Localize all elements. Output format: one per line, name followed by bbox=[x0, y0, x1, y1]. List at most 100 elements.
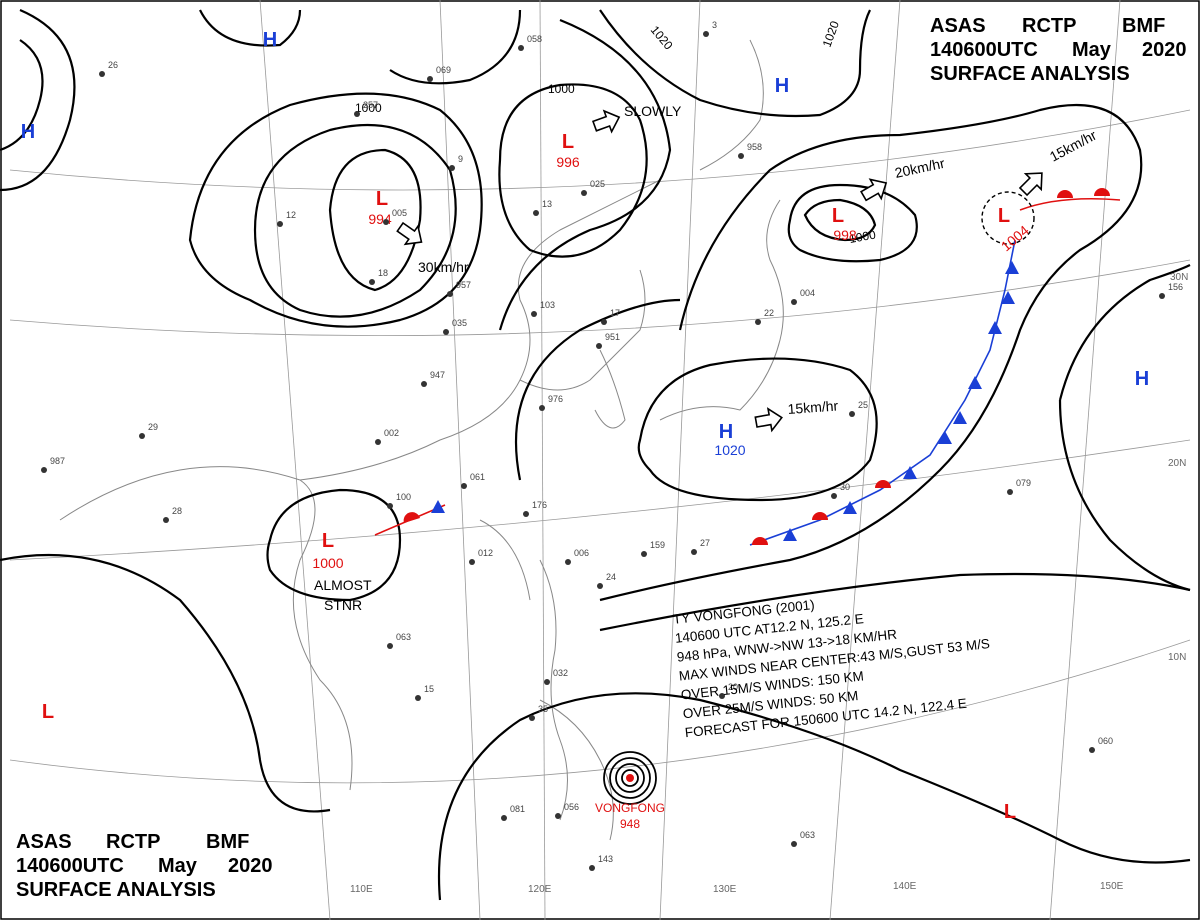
header-source: BMF bbox=[206, 831, 250, 853]
station-value: 006 bbox=[574, 548, 589, 558]
station-marker bbox=[596, 343, 602, 349]
isobar-line bbox=[599, 572, 1191, 632]
motion-label: SLOWLY bbox=[624, 103, 682, 119]
station-marker bbox=[791, 841, 797, 847]
latitude-line bbox=[9, 439, 1191, 561]
station-marker bbox=[41, 467, 47, 473]
station-marker bbox=[387, 503, 393, 509]
station-value: 063 bbox=[396, 632, 411, 642]
station-marker bbox=[703, 31, 709, 37]
longitude-line bbox=[659, 0, 701, 920]
station-marker bbox=[1089, 747, 1095, 753]
station-marker bbox=[449, 165, 455, 171]
station-marker bbox=[755, 319, 761, 325]
typhoon-isobar-ring bbox=[621, 769, 639, 787]
station-value: 951 bbox=[605, 332, 620, 342]
latitude-line bbox=[9, 259, 1191, 337]
warm-front-semicircle bbox=[752, 537, 768, 545]
header-time: 140600UTC bbox=[930, 39, 1038, 61]
high-pressure-center: H bbox=[1135, 368, 1149, 390]
station-value: 159 bbox=[650, 540, 665, 550]
isobar-line bbox=[1058, 399, 1191, 592]
header-month: May bbox=[1072, 39, 1111, 61]
longitude-label: 140E bbox=[893, 881, 917, 892]
low-pressure-center: L bbox=[832, 205, 844, 227]
stationary-note: STNR bbox=[324, 597, 362, 613]
isobar-line bbox=[787, 183, 918, 263]
central-pressure-value: 994 bbox=[368, 211, 392, 227]
coastline bbox=[659, 199, 784, 421]
station-marker bbox=[533, 210, 539, 216]
station-value: 13 bbox=[542, 199, 552, 209]
station-value: 005 bbox=[392, 208, 407, 218]
station-marker bbox=[469, 559, 475, 565]
low-pressure-center: L bbox=[998, 205, 1010, 227]
cold-front-triangle bbox=[783, 528, 797, 541]
isobar-line bbox=[328, 148, 422, 292]
warm-front-semicircle bbox=[1094, 188, 1110, 196]
header-agency: ASAS bbox=[16, 831, 72, 853]
station-value: 9 bbox=[458, 154, 463, 164]
typhoon-isobar-ring bbox=[615, 763, 645, 793]
warm-front-semicircle bbox=[1057, 190, 1073, 198]
header-station: RCTP bbox=[1022, 15, 1077, 37]
isobar-line bbox=[266, 488, 402, 602]
station-marker bbox=[691, 549, 697, 555]
low-pressure-center: L bbox=[1004, 801, 1016, 823]
low-pressure-center: L bbox=[562, 131, 574, 153]
isobar-label: 1020 bbox=[820, 19, 842, 49]
header-time: 140600UTC bbox=[16, 855, 124, 877]
station-value: 28 bbox=[172, 506, 182, 516]
station-marker bbox=[443, 329, 449, 335]
cold-front-triangle bbox=[988, 321, 1002, 334]
coastline bbox=[299, 179, 661, 481]
central-pressure-value: 1020 bbox=[714, 442, 745, 458]
motion-label: 20km/hr bbox=[893, 155, 946, 181]
cold-front-triangle bbox=[968, 376, 982, 389]
station-marker bbox=[99, 71, 105, 77]
isobar-line bbox=[637, 357, 878, 502]
isobar-line bbox=[599, 103, 1143, 602]
latitude-line bbox=[9, 639, 1191, 784]
station-value: 004 bbox=[800, 288, 815, 298]
header-agency: ASAS bbox=[930, 15, 986, 37]
header-month: May bbox=[158, 855, 197, 877]
longitude-label: 150E bbox=[1100, 881, 1124, 892]
station-value: 25 bbox=[858, 400, 868, 410]
motion-arrow bbox=[591, 109, 621, 134]
station-value: 35 bbox=[538, 704, 548, 714]
warm-front-semicircle bbox=[403, 512, 420, 523]
isobar-label: 1000 bbox=[355, 101, 382, 115]
station-marker bbox=[447, 291, 453, 297]
station-value: 257 bbox=[363, 100, 378, 110]
station-marker bbox=[555, 813, 561, 819]
station-marker bbox=[421, 381, 427, 387]
low-dashed-circle bbox=[981, 191, 1035, 245]
low-pressure-center: L bbox=[376, 188, 388, 210]
station-marker bbox=[163, 517, 169, 523]
header-year: 2020 bbox=[228, 855, 273, 877]
isobar-line bbox=[514, 298, 681, 481]
station-marker bbox=[791, 299, 797, 305]
isobar-line bbox=[188, 92, 483, 328]
station-value: 27 bbox=[700, 538, 710, 548]
central-pressure-value: 998 bbox=[833, 227, 857, 243]
motion-arrow-shape bbox=[396, 221, 423, 246]
cold-front-triangle bbox=[843, 501, 857, 514]
station-value: 061 bbox=[470, 472, 485, 482]
typhoon-isobar-ring bbox=[609, 757, 651, 799]
motion-label: 30km/hr bbox=[418, 259, 469, 275]
station-marker bbox=[849, 411, 855, 417]
motion-arrow-shape bbox=[754, 407, 783, 433]
station-value: 002 bbox=[384, 428, 399, 438]
header-source: BMF bbox=[1122, 15, 1166, 37]
isobar-line bbox=[1058, 264, 1191, 401]
motion-arrow bbox=[754, 407, 783, 433]
station-value: 143 bbox=[598, 854, 613, 864]
station-value: 156 bbox=[1168, 282, 1183, 292]
station-marker bbox=[531, 311, 537, 317]
station-value: 24 bbox=[606, 572, 616, 582]
cold-front-triangle bbox=[938, 431, 952, 444]
isobar-label: 1020 bbox=[648, 23, 676, 53]
